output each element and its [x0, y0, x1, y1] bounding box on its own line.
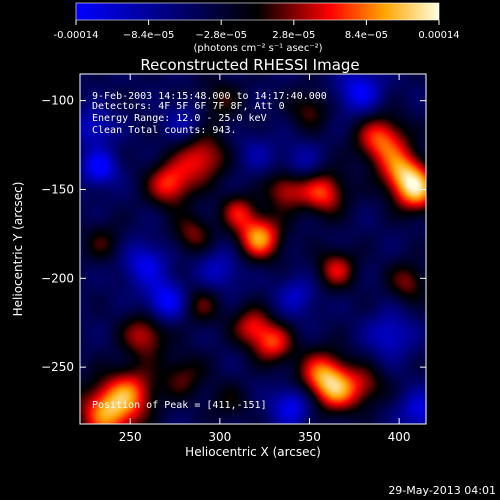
axis-ticks: 250 300 350 400 −100 −150 −200 −250 — [41, 74, 426, 444]
y-axis-label: Heliocentric Y (arcsec) — [11, 182, 25, 317]
colorbar-tick-label: −8.4e−05 — [123, 30, 175, 41]
colorbar-label: (photons cm⁻² s⁻¹ asec⁻²) — [193, 43, 322, 54]
x-tick-label: 350 — [298, 430, 321, 444]
y-tick-label: −200 — [41, 271, 74, 285]
colorbar-tick-label: 8.4e−05 — [345, 30, 388, 41]
colorbar-gradient — [75, 2, 440, 21]
colorbar: -0.00014 −8.4e−05 −2.8e−05 2.8e−05 8.4e−05 0.… — [54, 2, 460, 54]
colorbar-tick-label: −2.8e−05 — [195, 30, 247, 41]
x-tick-label: 400 — [388, 430, 411, 444]
heatmap-image — [80, 74, 426, 424]
y-tick-label: −150 — [41, 182, 74, 196]
y-tick-label: −100 — [41, 94, 74, 108]
x-tick-label: 250 — [119, 430, 142, 444]
footer-date: 29-May-2013 04:01 — [388, 484, 496, 497]
annotation-clean-counts: Clean Total counts: 943. — [92, 125, 237, 136]
colorbar-ticks: -0.00014 −8.4e−05 −2.8e−05 2.8e−05 8.4e−05 0.… — [54, 20, 460, 41]
plot-area: 250 300 350 400 −100 −150 −200 −250 — [41, 73, 427, 444]
annotations: 9-Feb-2003 14:15:48.000 to 14:17:40.000 … — [92, 91, 327, 411]
heatmap-image-wrapper — [80, 74, 426, 424]
chart-title: Reconstructed RHESSI Image — [140, 56, 359, 74]
annotation-energy-range: Energy Range: 12.0 - 25.0 keV — [92, 113, 267, 124]
annotation-detectors: Detectors: 4F 5F 6F 7F 8F, Att 0 — [92, 101, 285, 112]
colorbar-tick-label: -0.00014 — [54, 30, 99, 41]
x-tick-label: 300 — [208, 430, 231, 444]
plot-frame — [79, 73, 427, 425]
colorbar-tick-label: 2.8e−05 — [272, 30, 315, 41]
colorbar-tick-label: 0.00014 — [418, 30, 459, 41]
annotation-time-range: 9-Feb-2003 14:15:48.000 to 14:17:40.000 — [92, 91, 327, 102]
annotation-peak-position: Position of Peak = [411,-151] — [92, 400, 267, 411]
x-axis-label: Heliocentric X (arcsec) — [185, 445, 321, 459]
y-tick-label: −250 — [41, 360, 74, 374]
